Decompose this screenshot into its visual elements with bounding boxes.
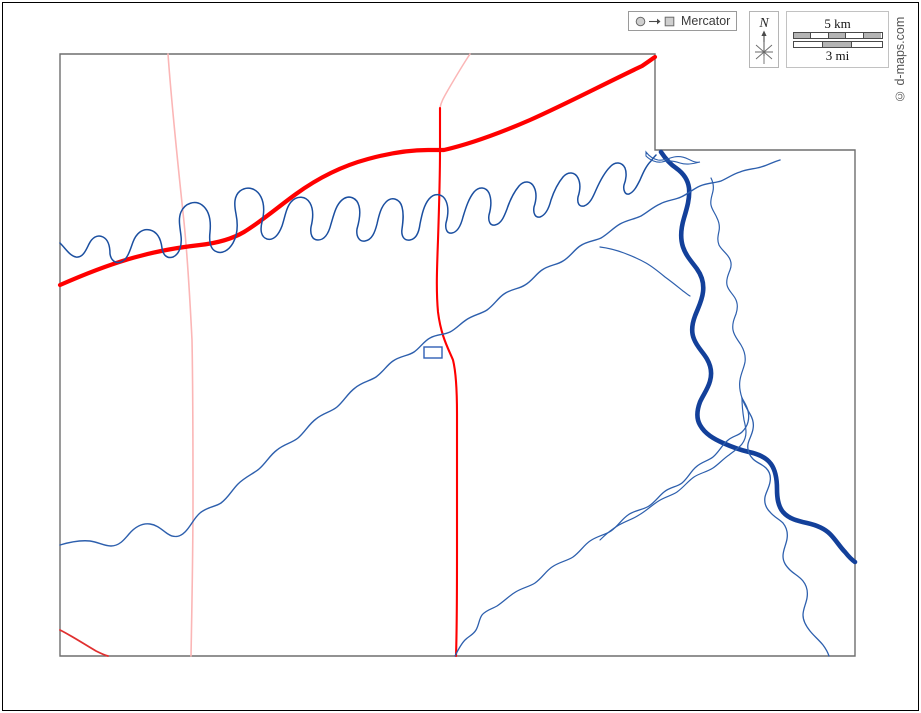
lake-reservoir [423, 346, 443, 359]
secondary-road-north [439, 53, 471, 109]
scale-metric-label: 5 km [824, 15, 851, 31]
river-south-east-branch [741, 397, 830, 657]
highway-center-vertical [435, 106, 459, 658]
projection-badge[interactable]: Mercator [628, 11, 738, 31]
square-icon [664, 16, 675, 26]
river-feeder-to-major [599, 246, 691, 297]
river-central-diagonal [59, 159, 781, 547]
river-west-tributary [599, 397, 747, 541]
major-river [658, 149, 858, 565]
river-y-junction-stem [710, 177, 746, 399]
highway-main [57, 54, 658, 288]
scale-ruler-metric [792, 31, 883, 39]
circle-icon [635, 16, 646, 26]
major-river-headwater-braid [645, 150, 701, 165]
scale-ruler-imperial [792, 40, 883, 48]
map-boundary-frame [59, 53, 856, 657]
north-arrow-box: N [749, 11, 779, 68]
copyright-text[interactable]: © d-maps.com [893, 16, 907, 103]
arrow-right-icon [649, 18, 661, 24]
scale-imperial-label: 3 mi [825, 47, 850, 63]
svg-text:N: N [758, 16, 769, 31]
projection-label: Mercator [681, 13, 731, 28]
secondary-road-west [167, 53, 194, 657]
river-north-meander [59, 154, 657, 264]
scale-bar: 5 km 3 mi [786, 11, 889, 68]
secondary-road-southwest [59, 629, 109, 657]
river-south-west-branch [454, 397, 750, 657]
north-arrow-icon: N [755, 16, 773, 64]
